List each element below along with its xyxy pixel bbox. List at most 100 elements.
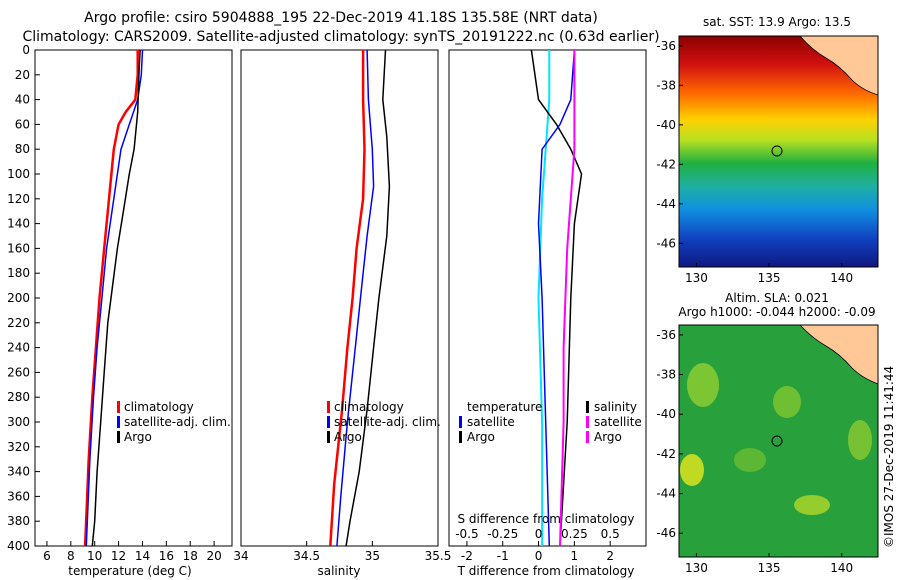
x-tick-label: 12 [111,549,126,563]
sla-anomaly-patch [680,454,704,486]
argo-position-marker [771,145,783,157]
t-difference-x-label: T difference from climatology [457,564,635,578]
x-tick-label: 16 [159,549,174,563]
x-tick-label: 2 [606,549,614,563]
sla-anomaly-patch [734,448,766,472]
legend-label-t-satellite: satellite [467,415,515,429]
depth-tick-label: 160 [7,241,30,255]
depth-tick-label: 260 [7,365,30,379]
figure-title-line1: Argo profile: csiro 5904888_195 22-Dec-2… [84,10,598,26]
series-line-argo [91,50,141,546]
legend-label-argo: Argo [334,430,362,444]
map-y-tick-label: -36 [656,39,676,53]
x-tick-label: 6 [43,549,51,563]
series-line-climatology [83,50,139,546]
map-y-tick-label: -42 [656,157,676,171]
series-line-s-satellite [537,50,576,546]
temperature-plot-frame [34,49,233,547]
x-tick-label: 35 [365,549,380,563]
legend-label-climatology: climatology [334,400,404,414]
x-tick-label: -2 [461,549,473,563]
s-difference-tick-labels: -0.5 -0.25 0 0.25 0.5 [455,527,620,541]
top-tick-label: 0 [535,527,543,541]
x-tick-label: 10 [87,549,102,563]
legend-swatch-s-satellite [586,416,589,428]
legend-swatch-t-argo [459,431,462,443]
depth-tick-label: 100 [7,167,30,181]
salinity-series [329,50,391,546]
map-y-tick-label: -46 [656,526,676,540]
x-tick-label: 8 [67,549,75,563]
depth-axis: 0 20 40 60 80 100 120 140 160 180 200 220 240 260 280 3… [7,43,40,553]
map-x-tick-label: 130 [685,271,708,285]
sla-map-axes: 130 135 140 -36 -38 -40 -42 -44 -46 [656,328,853,575]
sst-map: sat. SST: 13.9 Argo: 13.5 130 135 140 -36 -3… [656,15,879,285]
x-tick-label: 18 [183,549,198,563]
depth-tick-label: 340 [7,465,30,479]
legend-swatch-climatology [117,401,120,413]
depth-tick-label: 280 [7,390,30,404]
s-difference-axis-label: S difference from climatology [458,512,635,526]
series-line-argo [345,50,391,546]
australia-coastline [799,324,879,385]
salinity-panel: 34 34.5 35 35.5 salinity climatology satell… [233,49,452,578]
top-tick-label: 0.5 [601,527,620,541]
legend-swatch-s-argo [586,431,589,443]
x-tick-label: 35.5 [425,549,452,563]
sla-map-frame [678,324,879,558]
legend-label-s-satellite: satellite [594,415,642,429]
map-y-tick-label: -40 [656,118,676,132]
sla-map: Altim. SLA: 0.021 Argo h1000: -0.044 h20… [656,291,879,575]
depth-tick-label: 140 [7,217,30,231]
map-x-tick-label: 135 [758,271,781,285]
depth-tick-label: 400 [7,539,30,553]
map-x-tick-label: 140 [830,561,853,575]
series-line-t-argo [530,50,583,546]
salinity-x-label: salinity [317,564,360,578]
sst-map-frame [678,35,879,268]
series-line-climatology [329,50,366,546]
depth-tick-label: 240 [7,341,30,355]
map-x-tick-label: 140 [830,271,853,285]
difference-series [530,50,583,546]
x-tick-label: 34.5 [293,549,320,563]
temperature-panel: 0 20 40 60 80 100 120 140 160 180 200 220 240 260 280 3… [7,43,233,578]
sla-anomaly-patch [687,363,719,407]
legend-label-satellite: satellite-adj. clim. [124,415,231,429]
map-y-tick-label: -44 [656,487,676,501]
difference-panel: -2 -1 0 1 2 T difference from climatology S … [448,49,647,578]
map-y-tick-label: -46 [656,236,676,250]
legend-title-temperature: temperature [467,400,542,414]
depth-tick-label: 320 [7,440,30,454]
x-tick-label: -1 [497,549,509,563]
depth-tick-label: 20 [15,68,30,82]
t-difference-x-axis: -2 -1 0 1 2 [461,541,614,563]
map-y-tick-label: -38 [656,78,676,92]
imos-credit: ©IMOS 27-Dec-2019 11:41:44 [882,366,896,548]
legend-label-t-argo: Argo [467,430,495,444]
sla-anomaly-patch [794,495,830,515]
sst-field [679,36,878,267]
sst-map-title: sat. SST: 13.9 Argo: 13.5 [703,15,851,29]
sla-map-title-line2: Argo h1000: -0.044 h2000: -0.09 [678,305,875,319]
map-y-tick-label: -44 [656,197,676,211]
legend-label-argo: Argo [124,430,152,444]
legend-swatch-t-satellite [459,416,462,428]
depth-tick-label: 180 [7,266,30,280]
figure-title-line2: Climatology: CARS2009. Satellite-adjuste… [22,29,659,45]
map-y-tick-label: -36 [656,328,676,342]
legend-swatch-salinity [586,401,589,413]
depth-tick-label: 200 [7,291,30,305]
top-tick-label: -0.25 [487,527,518,541]
map-y-tick-label: -38 [656,368,676,382]
sla-anomaly-patch [773,386,801,418]
argo-position-marker [771,435,783,447]
legend-title-salinity: salinity [594,400,637,414]
depth-tick-label: 380 [7,514,30,528]
top-tick-label: 0.25 [561,527,588,541]
legend-label-satellite: satellite-adj. clim. [334,415,441,429]
series-line-s-argo [559,50,576,546]
map-y-tick-label: -40 [656,407,676,421]
depth-tick-label: 120 [7,192,30,206]
